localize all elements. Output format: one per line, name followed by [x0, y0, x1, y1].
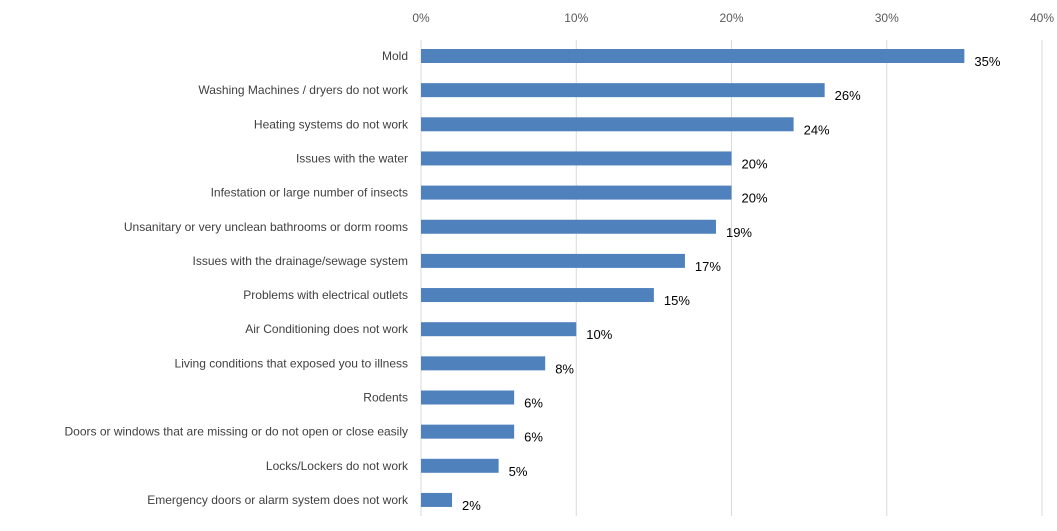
- bar: [421, 492, 453, 507]
- bar: [421, 253, 685, 268]
- x-axis-ticks: 0% 10% 20% 30% 40%: [412, 11, 1054, 25]
- category-label: Unsanitary or very unclean bathrooms or …: [124, 220, 408, 234]
- data-labels: 35% 26% 24% 20% 20% 19% 17% 15% 10% 8% 6% 6% 5% 2%: [462, 54, 1001, 513]
- data-label: 20%: [742, 156, 768, 171]
- bar: [421, 185, 732, 200]
- bar: [421, 49, 965, 63]
- bar: [421, 288, 654, 303]
- bar: [421, 458, 499, 473]
- bars: [421, 49, 965, 507]
- data-label: 17%: [695, 259, 721, 274]
- data-label: 20%: [742, 191, 768, 206]
- data-label: 8%: [555, 361, 574, 376]
- data-label: 10%: [586, 327, 612, 342]
- x-tick-label: 20%: [719, 11, 743, 25]
- bar: [421, 322, 577, 337]
- data-label: 24%: [804, 122, 830, 137]
- category-label: Mold: [382, 49, 408, 63]
- x-tick-label: 10%: [564, 11, 588, 25]
- bar: [421, 219, 716, 234]
- category-label: Doors or windows that are missing or do …: [65, 425, 409, 439]
- category-label: Infestation or large number of insects: [211, 186, 408, 200]
- x-tick-label: 30%: [875, 11, 899, 25]
- data-label: 5%: [509, 464, 528, 479]
- data-label: 35%: [974, 54, 1000, 69]
- x-tick-label: 40%: [1030, 11, 1054, 25]
- bar: [421, 356, 546, 371]
- data-label: 6%: [524, 430, 543, 445]
- bar: [421, 83, 825, 98]
- bar: [421, 117, 794, 132]
- bar: [421, 424, 515, 439]
- category-label: Locks/Lockers do not work: [266, 459, 409, 473]
- data-label: 19%: [726, 225, 752, 240]
- category-label: Emergency doors or alarm system does not…: [147, 493, 409, 507]
- category-label: Washing Machines / dryers do not work: [198, 83, 409, 97]
- bar: [421, 390, 515, 405]
- data-label: 2%: [462, 498, 481, 513]
- category-label: Air Conditioning does not work: [245, 322, 409, 336]
- x-tick-label: 0%: [412, 11, 430, 25]
- gridlines: [420, 40, 1043, 516]
- category-label: Issues with the water: [296, 151, 408, 165]
- category-label: Heating systems do not work: [254, 117, 409, 131]
- data-label: 26%: [835, 88, 861, 103]
- category-label: Living conditions that exposed you to il…: [175, 356, 408, 370]
- bar: [421, 151, 732, 166]
- category-label: Problems with electrical outlets: [243, 288, 408, 302]
- category-labels: Mold Washing Machines / dryers do not wor…: [65, 49, 410, 507]
- data-label: 6%: [524, 396, 543, 411]
- category-label: Rodents: [363, 391, 408, 405]
- data-label: 15%: [664, 293, 690, 308]
- category-label: Issues with the drainage/sewage system: [193, 254, 408, 268]
